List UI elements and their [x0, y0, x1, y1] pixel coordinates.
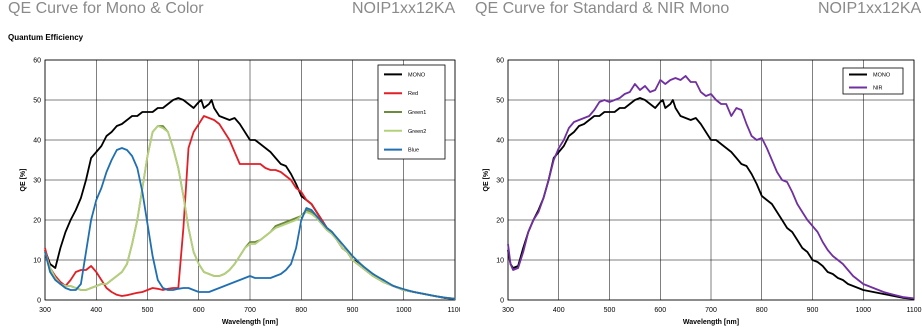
right-x-axis-label: Wavelength [nm]	[683, 319, 739, 326]
left-y-tick-30: 30	[33, 178, 41, 185]
right-x-tick-1100: 1100	[906, 307, 921, 314]
left-x-tick-900: 900	[347, 307, 359, 314]
left-x-tick-1100: 1100	[447, 307, 460, 314]
right-model-code: NOIP1xx12KA	[818, 0, 922, 17]
right-legend-label-mono: MONO	[873, 73, 891, 79]
right-x-tick-300: 300	[502, 307, 514, 314]
right-x-tick-600: 600	[654, 307, 666, 314]
left-y-tick-20: 20	[33, 218, 41, 225]
right-y-tick-40: 40	[496, 138, 504, 145]
left-legend-label-green2: Green2	[408, 129, 426, 135]
left-x-tick-800: 800	[295, 307, 307, 314]
left-x-tick-300: 300	[39, 307, 51, 314]
left-y-tick-0: 0	[37, 298, 41, 305]
right-x-tick-400: 400	[553, 307, 565, 314]
left-x-tick-700: 700	[244, 307, 256, 314]
right-legend-label-nir: NIR	[873, 86, 883, 92]
left-legend-label-green1: Green1	[408, 110, 426, 116]
left-qe-chart: 300 400 500 600 700 800 900 1000 1100 0 10 20 30 40 50…	[20, 58, 460, 327]
right-x-tick-800: 800	[756, 307, 768, 314]
right-x-tick-700: 700	[705, 307, 717, 314]
left-x-tick-400: 400	[90, 307, 102, 314]
right-x-tick-1000: 1000	[855, 307, 871, 314]
left-legend-label-red: Red	[408, 91, 418, 97]
left-chart-heading: QE Curve for Mono & Color	[8, 0, 204, 17]
left-series-line-green2	[44, 125, 456, 300]
right-qe-chart: 300 400 500 600 700 800 900 1000 1100 0 10 20 30 40 50…	[483, 58, 922, 327]
left-legend-label-mono: MONO	[408, 72, 426, 78]
left-x-axis-label: Wavelength [nm]	[222, 319, 278, 326]
right-plot-frame	[507, 59, 915, 301]
left-chart-title: Quantum Efficiency	[8, 33, 84, 42]
right-x-tick-500: 500	[604, 307, 616, 314]
right-y-tick-0: 0	[500, 298, 504, 305]
left-x-tick-1000: 1000	[396, 307, 412, 314]
left-y-tick-50: 50	[33, 98, 41, 105]
left-plot-frame	[44, 59, 456, 301]
right-y-tick-10: 10	[496, 258, 504, 265]
right-y-axis-label: QE [%]	[483, 169, 490, 192]
left-x-tick-500: 500	[142, 307, 154, 314]
left-y-axis-label: QE [%]	[20, 169, 27, 192]
left-x-tick-600: 600	[193, 307, 205, 314]
left-series-line-blue	[44, 147, 456, 300]
left-y-tick-60: 60	[33, 58, 41, 65]
right-series-line-nir	[507, 75, 915, 300]
right-y-tick-50: 50	[496, 98, 504, 105]
right-series-line-mono	[507, 97, 915, 300]
right-y-tick-60: 60	[496, 58, 504, 65]
right-y-tick-20: 20	[496, 218, 504, 225]
left-y-tick-40: 40	[33, 138, 41, 145]
right-x-tick-900: 900	[807, 307, 819, 314]
left-legend-label-blue: Blue	[408, 148, 419, 154]
right-chart-heading: QE Curve for Standard & NIR Mono	[475, 0, 730, 17]
right-y-tick-30: 30	[496, 178, 504, 185]
left-y-tick-10: 10	[33, 258, 41, 265]
left-model-code: NOIP1xx12KA	[352, 0, 456, 17]
right-legend	[842, 67, 904, 95]
